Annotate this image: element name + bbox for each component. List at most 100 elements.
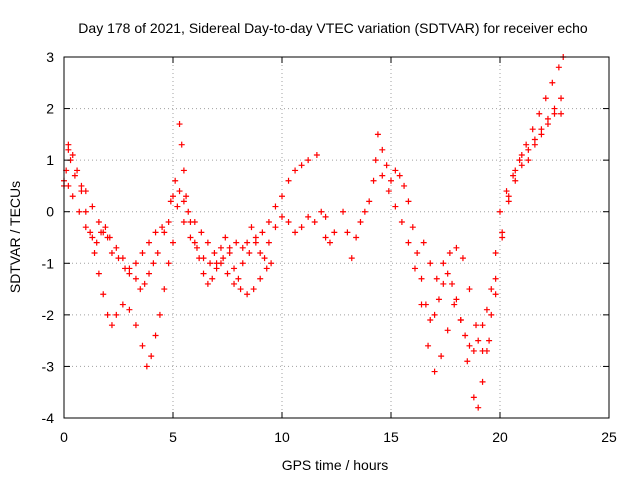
data-point-marker <box>176 121 183 128</box>
data-series <box>340 54 567 354</box>
data-point-marker <box>523 141 530 148</box>
data-point-marker <box>207 260 214 267</box>
data-point-marker <box>431 311 438 318</box>
axis-ticks: 0 5 10 15 20 25 -4 -3 -2 -1 0 1 2 3 <box>42 49 617 445</box>
data-point-marker <box>69 151 76 158</box>
data-point-marker <box>405 198 412 205</box>
data-point-marker <box>433 275 440 282</box>
data-point-marker <box>165 219 172 226</box>
data-point-marker <box>226 244 233 251</box>
data-point-marker <box>418 275 425 282</box>
data-point-marker <box>420 239 427 246</box>
data-point-marker <box>285 177 292 184</box>
data-point-marker <box>209 275 216 282</box>
data-point-marker <box>525 157 532 164</box>
data-point-marker <box>146 270 153 277</box>
x-tick-label: 25 <box>601 429 617 445</box>
data-point-marker <box>91 249 98 256</box>
data-point-marker <box>292 167 299 174</box>
data-point-marker <box>154 249 161 256</box>
data-point-marker <box>357 219 364 226</box>
data-point-marker <box>440 260 447 267</box>
data-point-marker <box>248 224 255 231</box>
x-axis-label: GPS time / hours <box>282 457 389 473</box>
data-point-marker <box>187 234 194 241</box>
data-point-marker <box>100 291 107 298</box>
data-point-marker <box>440 280 447 287</box>
data-point-marker <box>108 322 115 329</box>
data-point-marker <box>268 260 275 267</box>
data-point-marker <box>126 270 133 277</box>
data-point-marker <box>449 280 456 287</box>
data-point-marker <box>139 342 146 349</box>
data-point-marker <box>65 182 72 189</box>
data-point-marker <box>305 213 312 220</box>
data-point-marker <box>259 229 266 236</box>
data-point-marker <box>497 208 503 215</box>
data-point-marker <box>126 306 133 313</box>
data-point-marker <box>132 322 139 329</box>
data-point-marker <box>444 270 451 277</box>
data-series <box>65 141 176 370</box>
data-point-marker <box>475 337 482 344</box>
data-point-marker <box>510 172 517 179</box>
data-point-marker <box>257 249 264 256</box>
data-point-marker <box>488 311 495 318</box>
data-point-marker <box>257 275 264 282</box>
data-point-marker <box>108 249 115 256</box>
data-point-marker <box>361 208 368 215</box>
data-series <box>61 146 320 277</box>
data-point-marker <box>470 347 477 354</box>
data-point-marker <box>558 110 565 117</box>
data-point-marker <box>492 291 499 298</box>
data-point-marker <box>93 239 100 246</box>
data-point-marker <box>549 79 556 86</box>
data-point-marker <box>279 213 285 220</box>
data-point-marker <box>298 224 305 231</box>
y-tick-label: -2 <box>42 307 55 323</box>
data-point-marker <box>104 311 111 318</box>
data-point-marker <box>473 322 480 329</box>
data-point-marker <box>250 286 257 293</box>
data-point-marker <box>102 224 109 231</box>
data-point-marker <box>191 239 198 246</box>
data-point-marker <box>516 157 523 164</box>
data-point-marker <box>512 177 519 184</box>
data-point-marker <box>483 306 490 313</box>
data-point-marker <box>272 224 279 231</box>
y-axis-label: SDTVAR / TECUs <box>7 181 23 293</box>
data-point-marker <box>322 213 329 220</box>
data-point-marker <box>518 151 525 158</box>
data-point-marker <box>392 167 399 174</box>
data-point-marker <box>518 162 525 169</box>
data-point-marker <box>82 224 89 231</box>
data-point-marker <box>466 286 473 293</box>
y-tick-label: 1 <box>46 152 54 168</box>
data-point-marker <box>401 182 408 189</box>
data-point-marker <box>344 229 351 236</box>
data-point-marker <box>555 64 562 71</box>
data-series <box>322 229 338 246</box>
data-point-marker <box>78 188 85 195</box>
data-point-marker <box>451 301 458 308</box>
data-point-marker <box>340 208 347 215</box>
data-point-marker <box>446 249 453 256</box>
data-point-marker <box>235 275 242 282</box>
data-point-marker <box>505 193 512 200</box>
data-point-marker <box>148 353 155 360</box>
x-tick-label: 20 <box>492 429 508 445</box>
data-point-marker <box>479 322 486 329</box>
data-point-marker <box>388 177 394 184</box>
data-point-marker <box>222 234 229 241</box>
data-point-marker <box>279 193 285 200</box>
data-point-marker <box>531 136 538 143</box>
data-point-marker <box>265 219 272 226</box>
data-point-marker <box>366 198 373 205</box>
data-point-marker <box>261 255 268 262</box>
data-point-marker <box>542 95 549 102</box>
data-point-marker <box>174 203 181 210</box>
data-point-marker <box>78 182 85 189</box>
data-point-marker <box>170 239 176 246</box>
data-point-marker <box>180 219 187 226</box>
data-point-marker <box>470 394 477 401</box>
